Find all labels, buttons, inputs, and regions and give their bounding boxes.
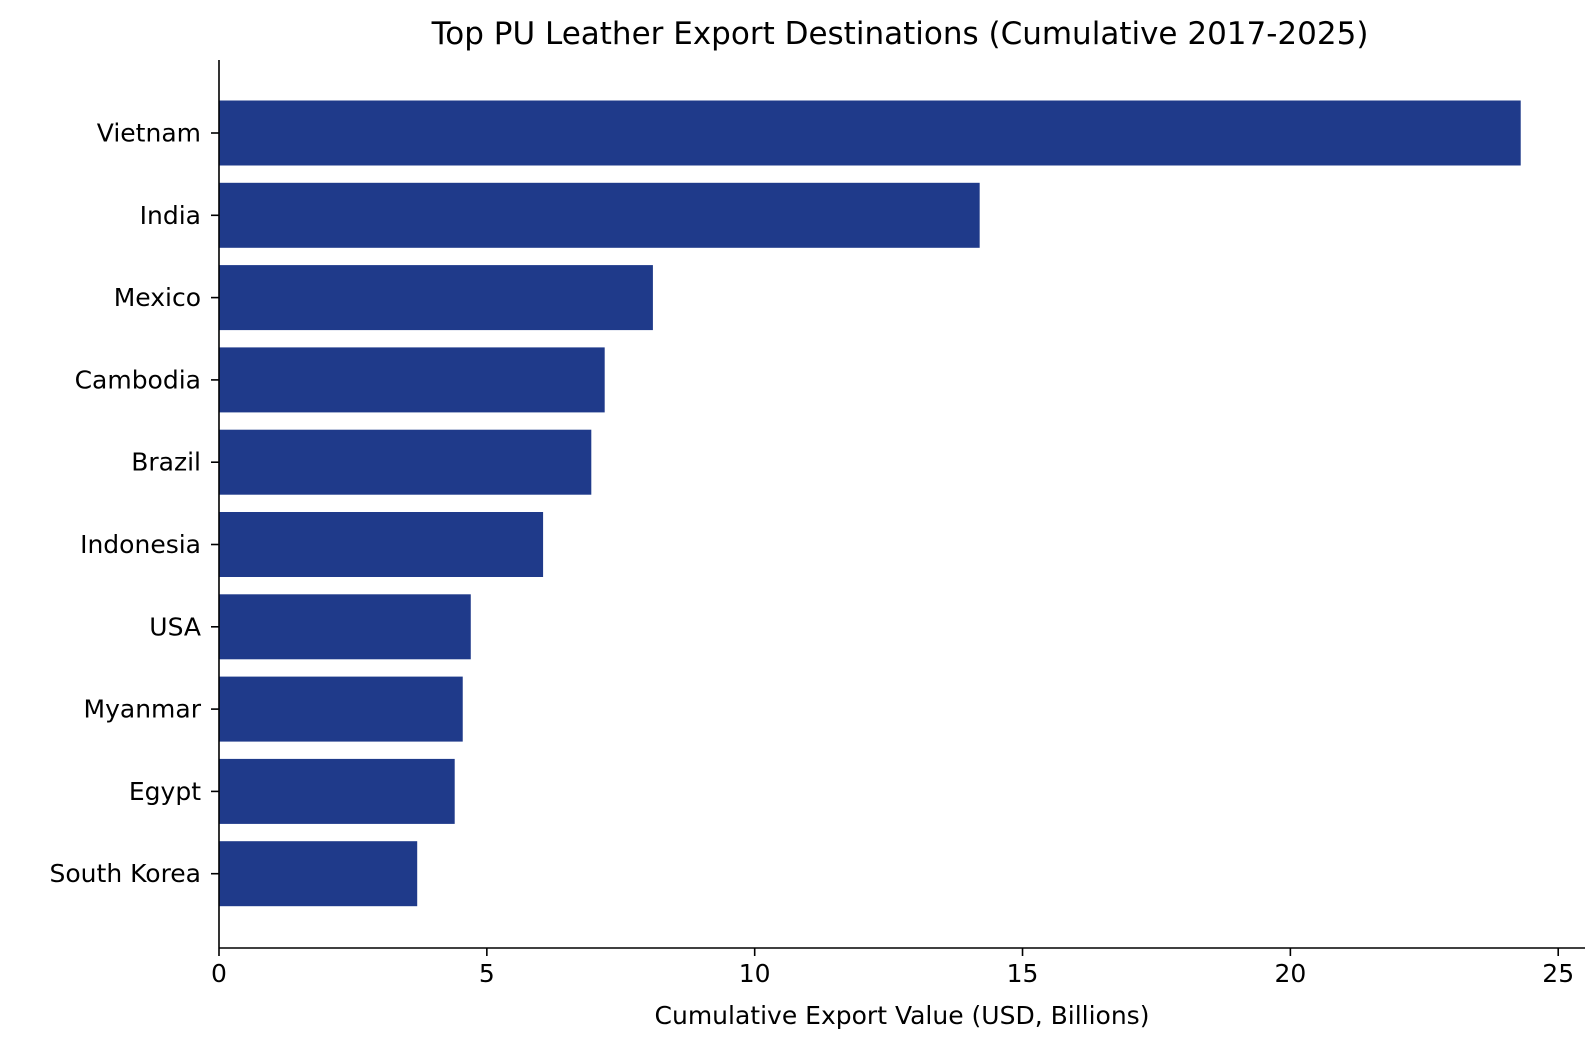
y-tick-label: Mexico xyxy=(114,283,201,312)
y-tick-label: South Korea xyxy=(50,859,201,888)
bar-brazil xyxy=(219,429,592,495)
x-tick-label: 15 xyxy=(1007,959,1039,988)
bar-vietnam xyxy=(219,100,1521,166)
bar-south-korea xyxy=(219,841,418,907)
y-tick-label: Egypt xyxy=(129,777,201,806)
x-tick-label: 5 xyxy=(479,959,495,988)
bar-myanmar xyxy=(219,676,463,742)
bar-cambodia xyxy=(219,347,605,413)
bar-mexico xyxy=(219,265,653,331)
y-axis-ticks: Vietnam India Mexico Cambodia Brazil Indonesi… xyxy=(50,119,219,888)
x-tick-label: 25 xyxy=(1542,959,1574,988)
y-tick-label: Brazil xyxy=(131,448,201,477)
bars-group xyxy=(219,100,1521,907)
x-tick-label: 10 xyxy=(739,959,771,988)
bar-indonesia xyxy=(219,512,544,577)
x-axis-ticks: 0 5 10 15 20 25 xyxy=(211,948,1574,988)
x-axis-label: Cumulative Export Value (USD, Billions) xyxy=(655,1001,1150,1030)
bar-usa xyxy=(219,594,471,660)
y-tick-label: Myanmar xyxy=(84,695,202,724)
x-tick-label: 20 xyxy=(1274,959,1306,988)
y-tick-label: USA xyxy=(149,612,201,641)
y-tick-label: Indonesia xyxy=(80,530,201,559)
y-tick-label: Vietnam xyxy=(97,119,201,148)
bar-egypt xyxy=(219,758,455,824)
x-tick-label: 0 xyxy=(211,959,227,988)
chart-title: Top PU Leather Export Destinations (Cumu… xyxy=(431,16,1369,52)
y-tick-label: Cambodia xyxy=(75,365,201,394)
y-tick-label: India xyxy=(140,201,201,230)
bar-india xyxy=(219,182,980,248)
